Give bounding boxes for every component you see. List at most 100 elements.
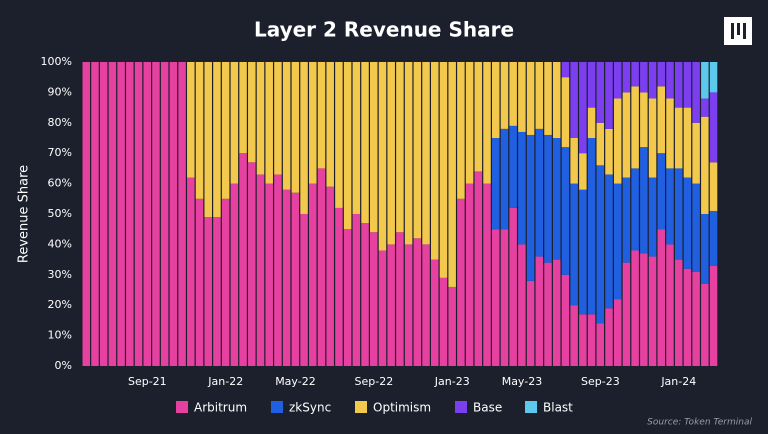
bar-segment <box>701 116 709 214</box>
bar-segment <box>552 138 561 260</box>
bar-segment <box>439 62 448 278</box>
bar-segment <box>640 92 648 148</box>
bar-segment <box>605 308 613 366</box>
bar-segment <box>596 165 605 324</box>
legend-label: Arbitrum <box>194 401 247 415</box>
y-tick-label: 50% <box>48 207 72 220</box>
bar-segment <box>631 168 639 251</box>
y-tick-label: 80% <box>48 116 72 129</box>
bar-segment <box>657 62 666 87</box>
bar-segment <box>239 62 247 154</box>
bar-segment <box>613 183 622 300</box>
bar-segment <box>326 62 334 187</box>
bar-segment <box>370 62 378 233</box>
legend-label: zkSync <box>289 401 331 415</box>
bar-segment <box>613 98 622 184</box>
bar-segment <box>692 271 700 366</box>
legend-swatch <box>455 401 467 413</box>
y-tick-label: 100% <box>41 55 72 68</box>
y-tick-label: 40% <box>48 237 72 250</box>
chart-title: Layer 2 Revenue Share <box>254 18 514 42</box>
bar-segment <box>413 62 422 239</box>
bar-segment <box>483 62 491 184</box>
bar-segment <box>457 62 465 199</box>
bar-segment <box>596 122 605 166</box>
bar-segment <box>613 62 622 99</box>
bar-segment <box>500 229 509 366</box>
bar-segment <box>300 214 308 366</box>
y-tick-label: 90% <box>48 85 72 98</box>
bar-segment <box>378 62 387 251</box>
legend-label: Blast <box>543 401 573 415</box>
bar-segment <box>518 244 526 366</box>
bar-segment <box>439 277 448 366</box>
legend-swatch <box>525 401 537 413</box>
bar-segment <box>274 174 282 366</box>
bar-segment <box>683 268 692 366</box>
bar-segment <box>213 62 221 218</box>
bar-segment <box>666 244 674 366</box>
bar-segment <box>518 131 526 245</box>
bar-segment <box>99 62 108 366</box>
bar-segment <box>535 62 544 129</box>
bar-segment <box>491 62 500 138</box>
y-tick-label: 60% <box>48 177 72 190</box>
y-tick-label: 30% <box>48 268 72 281</box>
bar-segment <box>448 286 456 366</box>
bar-segment <box>570 62 578 138</box>
bar-segment <box>631 86 639 169</box>
bar-segment <box>117 62 125 366</box>
legend-swatch <box>271 401 283 413</box>
bar-segment <box>640 253 648 366</box>
bar-segment <box>648 256 657 366</box>
bar-segment <box>709 162 718 211</box>
logo <box>724 17 752 45</box>
bar-segment <box>587 107 596 138</box>
bar-segment <box>709 265 718 366</box>
bar-segment <box>274 62 282 175</box>
bar-segment <box>509 125 517 208</box>
bar-segment <box>343 62 352 230</box>
legend-swatch <box>176 401 188 413</box>
bar-segment <box>474 171 483 366</box>
bar-segment <box>535 128 544 257</box>
bar-segment <box>561 274 570 366</box>
bar-segment <box>361 223 369 366</box>
bar-segment <box>552 62 561 138</box>
bar-segment <box>387 62 395 245</box>
bar-segment <box>666 62 674 99</box>
bar-segment <box>256 174 265 366</box>
bar-segment <box>648 177 657 257</box>
bar-segment <box>256 62 265 175</box>
y-tick-label: 70% <box>48 146 72 159</box>
bar-segment <box>579 189 587 315</box>
bar-segment <box>187 177 195 366</box>
bar-segment <box>561 62 570 78</box>
bar-segment <box>674 62 683 108</box>
bar-segment <box>509 62 517 126</box>
bar-segment <box>169 62 178 366</box>
bar-segment <box>622 177 631 263</box>
bar-segment <box>230 183 239 366</box>
bar-segment <box>544 262 552 366</box>
bar-segment <box>500 62 509 129</box>
bar-segment <box>335 62 343 208</box>
bar-segment <box>579 62 587 154</box>
bar-segment <box>674 168 683 260</box>
bar-segment <box>282 62 291 190</box>
bar-segment <box>526 62 535 135</box>
legend-swatch <box>355 401 367 413</box>
bar-segment <box>396 62 404 233</box>
bar-segment <box>221 62 230 199</box>
bar-segment <box>309 183 317 366</box>
bar-segment <box>361 62 369 224</box>
bar-segment <box>483 183 491 366</box>
bar-segment <box>657 153 666 230</box>
bar-segment <box>561 147 570 275</box>
legend-label: Optimism <box>373 401 431 415</box>
bar-segment <box>552 259 561 366</box>
x-tick-label: Jan-23 <box>434 375 470 388</box>
bar-segment <box>701 214 709 284</box>
bar-segment <box>640 147 648 254</box>
